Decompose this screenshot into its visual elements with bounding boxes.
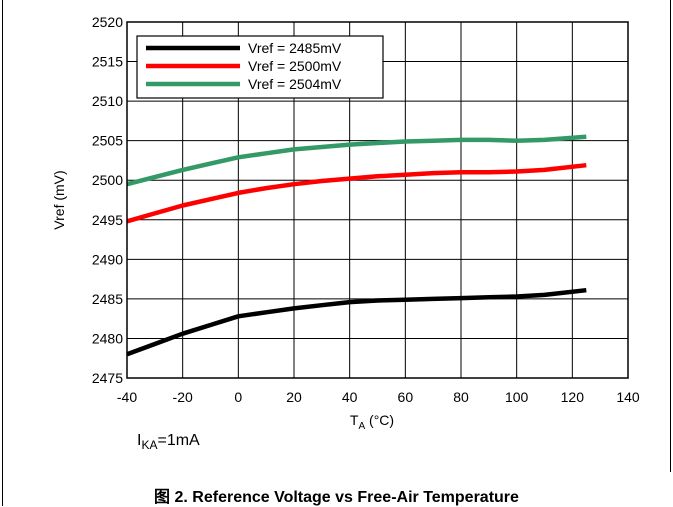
test-condition-label: IKA=1mA [137, 432, 200, 452]
legend-label-0: Vref = 2485mV [248, 40, 342, 56]
x-axis-label-sub: A [358, 421, 365, 432]
x-tick-label: 40 [342, 389, 358, 405]
x-tick-label: -40 [117, 389, 137, 405]
plot-border [126, 21, 629, 379]
series-line-0 [126, 287, 587, 357]
condition-main: I [137, 432, 142, 449]
y-tick-label: 2520 [92, 14, 123, 30]
y-tick-label: 2500 [92, 172, 123, 188]
x-axis-label-main: T [350, 412, 359, 428]
y-tick-label: 2515 [92, 54, 123, 70]
x-tick-label: 100 [505, 389, 529, 405]
x-axis-label-unit: (°C) [365, 412, 394, 428]
y-tick-label: 2510 [92, 93, 123, 109]
y-tick-labels: 2475 2480 2485 2490 2495 2500 2505 2510 2515 2520 [92, 14, 123, 386]
legend-label-2: Vref = 2504mV [248, 76, 342, 92]
legend-label-1: Vref = 2500mV [248, 58, 342, 74]
x-tick-label: 20 [286, 389, 302, 405]
chart-svg: -40 -20 0 20 40 60 80 100 120 140 2475 2480 2485 249… [51, 14, 640, 432]
condition-sub: KA [141, 438, 158, 453]
y-tick-label: 2475 [92, 370, 123, 386]
right-frame-line [670, 0, 671, 472]
series-line-1 [126, 162, 587, 224]
x-axis-label: TA (°C) [350, 412, 394, 432]
legend: Vref = 2485mV Vref = 2500mV Vref = 2504mV [136, 35, 384, 99]
x-tick-label: 60 [398, 389, 414, 405]
x-tick-label: -20 [173, 389, 193, 405]
x-tick-label: 120 [561, 389, 585, 405]
x-tick-label: 140 [616, 389, 640, 405]
x-tick-label: 0 [234, 389, 242, 405]
condition-rest: =1mA [157, 432, 200, 449]
y-tick-label: 2485 [92, 291, 123, 307]
figure-caption: 图 2. Reference Voltage vs Free-Air Tempe… [154, 489, 519, 506]
series-lines [126, 134, 587, 357]
y-axis-label: Vref (mV) [51, 170, 67, 229]
series-line-2 [126, 134, 587, 187]
x-tick-label: 80 [453, 389, 469, 405]
x-tick-labels: -40 -20 0 20 40 60 80 100 120 140 [117, 389, 640, 405]
y-tick-label: 2505 [92, 133, 123, 149]
left-frame-line [2, 0, 3, 506]
y-tick-label: 2490 [92, 251, 123, 267]
y-tick-label: 2480 [92, 330, 123, 346]
y-tick-label: 2495 [92, 212, 123, 228]
